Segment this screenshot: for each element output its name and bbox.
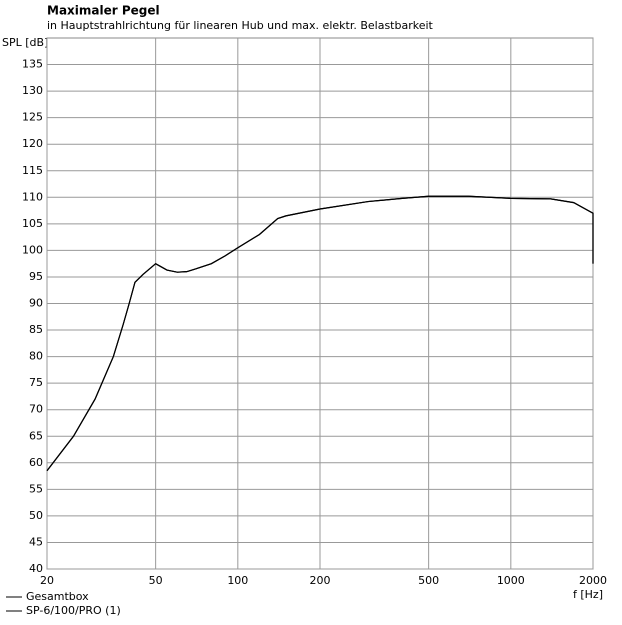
- y-axis-label: SPL [dB]: [2, 36, 48, 49]
- x-tick-label: 1000: [497, 574, 525, 587]
- y-tick-label: 50: [29, 509, 43, 522]
- legend-label: Gesamtbox: [26, 590, 89, 603]
- x-tick-label: 2000: [579, 574, 607, 587]
- y-tick-label: 45: [29, 535, 43, 548]
- y-tick-label: 80: [29, 350, 43, 363]
- y-tick-label: 60: [29, 456, 43, 469]
- y-tick-label: 100: [22, 243, 43, 256]
- y-tick-label: 65: [29, 429, 43, 442]
- x-axis-label: f [Hz]: [573, 588, 603, 601]
- x-tick-label: 20: [40, 574, 54, 587]
- y-tick-label: 40: [29, 562, 43, 575]
- series-line: [46, 195, 594, 472]
- y-tick-label: 55: [29, 482, 43, 495]
- y-tick-label: 110: [22, 190, 43, 203]
- x-tick-label: 100: [227, 574, 248, 587]
- y-tick-label: 135: [22, 58, 43, 71]
- x-tick-label: 50: [149, 574, 163, 587]
- y-tick-label: 95: [29, 270, 43, 283]
- y-tick-label: 70: [29, 403, 43, 416]
- legend-label: SP-6/100/PRO (1): [26, 604, 121, 617]
- y-tick-label: 85: [29, 323, 43, 336]
- y-tick-label: 115: [22, 164, 43, 177]
- y-tick-label: 75: [29, 376, 43, 389]
- x-tick-label: 500: [418, 574, 439, 587]
- y-tick-label: 120: [22, 137, 43, 150]
- y-tick-label: 90: [29, 297, 43, 310]
- chart-title: Maximaler Pegel: [47, 4, 160, 18]
- y-tick-label: 105: [22, 217, 43, 230]
- y-tick-label: 130: [22, 84, 43, 97]
- x-tick-label: 200: [310, 574, 331, 587]
- chart-subtitle: in Hauptstrahlrichtung für linearen Hub …: [47, 19, 434, 32]
- y-tick-label: 125: [22, 111, 43, 124]
